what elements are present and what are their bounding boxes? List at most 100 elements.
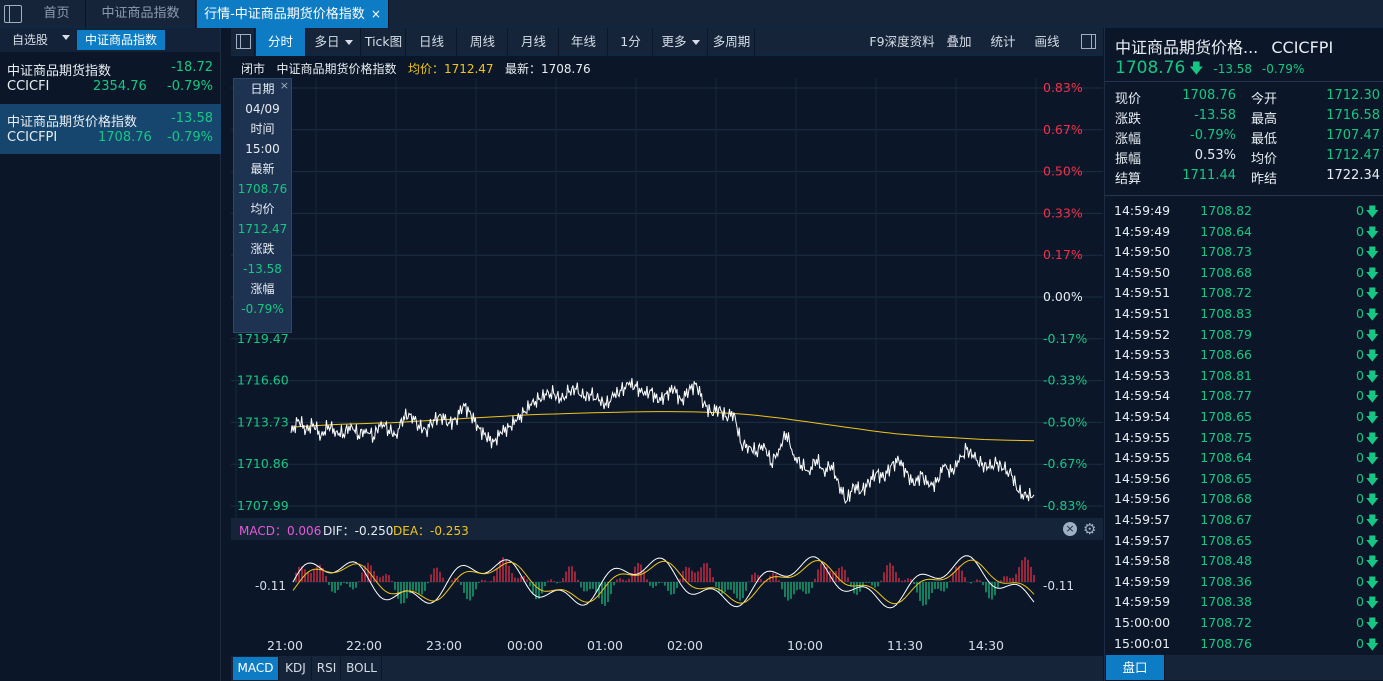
tab-multi-day[interactable]: 多日 bbox=[307, 28, 361, 56]
gear-icon[interactable]: ⚙ bbox=[1083, 520, 1097, 538]
tick-price: 1708.83 bbox=[1200, 306, 1252, 321]
close-icon[interactable]: × bbox=[1063, 522, 1077, 536]
stat-label: 均价 bbox=[1251, 152, 1278, 167]
tab-multi-period[interactable]: 多周期 bbox=[709, 28, 755, 56]
more-dropdown[interactable]: 更多 bbox=[654, 28, 708, 56]
more-label: 更多 bbox=[661, 34, 687, 49]
arrow-down-icon: 🡇 bbox=[1365, 596, 1379, 612]
f9-button[interactable]: F9深度资料 bbox=[869, 34, 935, 49]
tab-csi-index[interactable]: 中证商品指数 bbox=[77, 30, 166, 50]
list-item[interactable]: 中证商品期货指数 -18.72 CCICFI 2354.76 -0.79% bbox=[0, 56, 221, 106]
tick-time: 14:59:54 bbox=[1114, 409, 1171, 424]
tick-time: 14:59:52 bbox=[1114, 326, 1171, 342]
tick-volume: 0 bbox=[1356, 635, 1364, 651]
arrow-down-icon: 🡇 bbox=[1365, 308, 1379, 323]
tick-volume: 0 bbox=[1356, 347, 1364, 363]
quote-stat-row: 涨跌 -13.58 最高 1716.58 bbox=[1105, 108, 1383, 128]
tick-time: 14:59:56 bbox=[1114, 491, 1171, 507]
time-axis: 21:00 22:00 23:00 00:00 01:00 02:00 10:00 11:30… bbox=[267, 638, 1004, 653]
time-tick: 11:30 bbox=[887, 638, 923, 653]
tick-time: 14:59:57 bbox=[1114, 512, 1171, 527]
tab-weekly[interactable]: 周线 bbox=[458, 28, 508, 56]
price-tick: 1719.47 bbox=[237, 331, 289, 346]
table-row: 14:59:56 1708.68 0 🡇 bbox=[1105, 491, 1383, 511]
table-row: 14:59:57 1708.67 0 🡇 bbox=[1105, 512, 1383, 532]
panel-toggle-icon[interactable] bbox=[231, 28, 255, 56]
list-item-selected[interactable]: 中证商品期货价格指数 -13.58 CCICFPI 1708.76 -0.79% bbox=[0, 104, 221, 154]
tick-price: 1708.73 bbox=[1200, 244, 1252, 260]
tick-price: 1708.72 bbox=[1200, 285, 1252, 301]
stat-label: 今开 bbox=[1251, 92, 1278, 107]
tab-intraday[interactable]: 分时 bbox=[256, 28, 306, 56]
arrow-down-icon: 🡇 bbox=[1365, 617, 1379, 632]
tick-volume: 0 bbox=[1356, 491, 1364, 507]
tab-quote-active[interactable]: 行情-中证商品期货价格指数 × bbox=[197, 0, 389, 28]
tick-time: 14:59:56 bbox=[1114, 470, 1171, 486]
tab-daily[interactable]: 日线 bbox=[407, 28, 457, 56]
hover-value-last: 1708.76 bbox=[237, 182, 288, 196]
stat-value: 1711.44 bbox=[1182, 168, 1236, 183]
tab-close-icon[interactable]: × bbox=[370, 7, 381, 21]
tick-volume: 0 bbox=[1356, 223, 1364, 239]
tab-quote-label: 行情-中证商品期货价格指数 bbox=[204, 7, 365, 22]
overlay-button[interactable]: 叠加 bbox=[946, 34, 972, 49]
tick-time: 14:59:51 bbox=[1114, 285, 1171, 301]
tick-time: 15:00:01 bbox=[1114, 635, 1171, 651]
tick-price: 1708.64 bbox=[1200, 450, 1252, 466]
order-book-button[interactable]: 盘口 bbox=[1106, 655, 1164, 680]
tab-csi-commodity-label: 中证商品指数 bbox=[101, 6, 180, 21]
tab-csi-commodity[interactable]: 中证商品指数 bbox=[86, 0, 196, 28]
tab-multi-day-label: 多日 bbox=[314, 34, 340, 49]
dif-value: DIF：-0.250 bbox=[323, 524, 394, 538]
intraday-chart[interactable]: 1719.47 1716.60 1713.73 1710.86 1707.99 0.83… bbox=[231, 78, 1103, 518]
stat-label: 结算 bbox=[1115, 172, 1142, 187]
arrow-down-icon: 🡇 bbox=[1365, 452, 1379, 468]
tab-1min[interactable]: 1分 bbox=[609, 28, 653, 56]
tab-monthly[interactable]: 月线 bbox=[509, 28, 559, 56]
time-tick: 14:30 bbox=[968, 638, 1004, 653]
tick-volume: 0 bbox=[1356, 388, 1364, 404]
dif-line bbox=[292, 555, 1035, 609]
tick-price: 1708.77 bbox=[1200, 388, 1252, 404]
table-row: 14:59:53 1708.66 0 🡇 bbox=[1105, 347, 1383, 367]
table-row: 14:59:49 1708.64 0 🡇 bbox=[1105, 224, 1383, 244]
tab-yearly[interactable]: 年线 bbox=[560, 28, 608, 56]
sidebar-toggle-icon[interactable] bbox=[4, 5, 22, 23]
tab-rsi[interactable]: RSI bbox=[313, 657, 341, 680]
tab-self-selected[interactable]: 自选股 bbox=[12, 33, 49, 47]
chevron-down-icon[interactable] bbox=[62, 35, 70, 40]
arrow-down-icon: 🡇 bbox=[1365, 328, 1379, 344]
arrow-down-icon: 🡇 bbox=[1365, 287, 1379, 303]
arrow-down-icon: 🡇 bbox=[1365, 390, 1379, 406]
tick-volume: 0 bbox=[1356, 306, 1364, 321]
stat-value: 1712.47 bbox=[1326, 148, 1380, 163]
arrow-down-icon: 🡇 bbox=[1365, 266, 1379, 282]
stats-button[interactable]: 统计 bbox=[990, 34, 1016, 49]
percent-tick: -0.67% bbox=[1043, 456, 1087, 471]
last-price-label: 最新：1708.76 bbox=[505, 62, 591, 76]
tab-home[interactable]: 首页 bbox=[28, 0, 86, 28]
panel-collapse-icon[interactable] bbox=[1077, 28, 1101, 56]
draw-button[interactable]: 画线 bbox=[1034, 34, 1060, 49]
time-tick: 10:00 bbox=[787, 638, 823, 653]
tick-volume: 0 bbox=[1356, 532, 1364, 548]
table-row: 14:59:59 1708.38 0 🡇 bbox=[1105, 594, 1383, 614]
tick-price: 1708.67 bbox=[1200, 512, 1252, 527]
item-name: 中证商品期货价格指数 bbox=[7, 115, 138, 130]
tick-volume: 0 bbox=[1356, 285, 1364, 301]
arrow-down-icon: 🡇 bbox=[1189, 61, 1204, 77]
time-tick: 22:00 bbox=[346, 638, 382, 653]
percent-tick: 0.50% bbox=[1043, 164, 1083, 179]
tab-tick[interactable]: Tick图 bbox=[362, 28, 406, 56]
quote-price: 1708.76 bbox=[1115, 58, 1186, 78]
arrow-down-icon: 🡇 bbox=[1365, 349, 1379, 365]
tick-volume: 0 bbox=[1356, 470, 1364, 486]
tick-time: 14:59:50 bbox=[1114, 264, 1171, 280]
chevron-down-icon bbox=[344, 40, 353, 45]
tab-boll[interactable]: BOLL bbox=[342, 657, 382, 680]
close-icon[interactable]: × bbox=[279, 79, 289, 92]
tab-kdj[interactable]: KDJ bbox=[280, 657, 312, 680]
stat-label: 涨幅 bbox=[1115, 132, 1142, 147]
hover-label-avg: 均价 bbox=[250, 202, 275, 216]
tab-macd[interactable]: MACD bbox=[233, 657, 279, 680]
